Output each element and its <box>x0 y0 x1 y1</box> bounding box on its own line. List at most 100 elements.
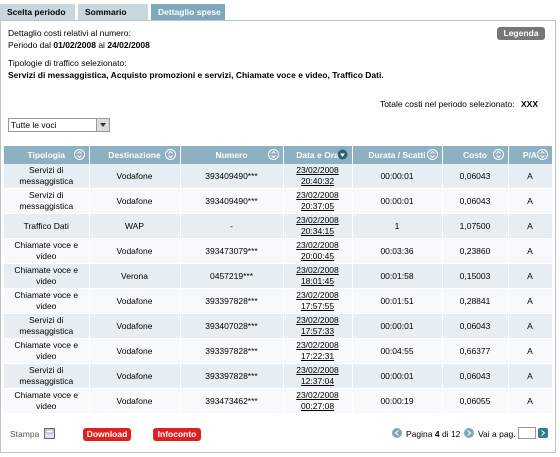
traffic-types: Servizi di messaggistica, Acquisto promo… <box>8 70 384 80</box>
period-to-label: al <box>98 40 105 50</box>
number-label: Dettaglio costi relativi al numero: <box>8 28 131 38</box>
date[interactable]: 23/02/2008 <box>296 165 339 175</box>
date[interactable]: 23/02/2008 <box>296 290 339 300</box>
time[interactable]: 17:57:33 <box>300 326 335 336</box>
number-cell: 393473079*** <box>180 238 284 264</box>
tab[interactable]: Dettaglio spese <box>151 4 225 20</box>
duration-cell: 00:00:01 <box>352 164 443 189</box>
datetime-cell[interactable]: 23/02/2008 17:57:55 <box>283 288 353 314</box>
infoconto-button[interactable]: Infoconto <box>153 428 201 441</box>
pa-cell: A <box>508 188 553 214</box>
next-page[interactable] <box>464 428 474 438</box>
column-header[interactable]: Tipologia <box>4 146 90 164</box>
number-cell: 393409490*** <box>180 164 284 189</box>
cost-cell: 0,06043 <box>442 164 509 189</box>
duration-cell: 00:01:51 <box>352 288 443 314</box>
column-header[interactable]: Numero <box>180 146 284 164</box>
duration-cell: 00:03:36 <box>352 238 443 264</box>
datetime-cell[interactable]: 23/02/2008 17:22:31 <box>283 338 353 364</box>
select-arrow[interactable] <box>96 119 109 131</box>
print-label[interactable]: Stampa <box>10 429 40 439</box>
datetime-cell[interactable]: 23/02/2008 12:37:04 <box>283 363 353 389</box>
number-cell: 393407028*** <box>180 313 284 339</box>
datetime-cell[interactable]: 23/02/2008 20:34:15 <box>283 213 353 239</box>
destination-cell: Vodafone <box>89 388 181 414</box>
date[interactable]: 23/02/2008 <box>296 215 339 225</box>
destination-cell: Vodafone <box>89 313 181 339</box>
datetime-cell[interactable]: 23/02/2008 20:37:05 <box>283 188 353 214</box>
filter-value: Tutte le voci <box>11 120 57 130</box>
column-header[interactable]: P/A <box>508 146 553 164</box>
date[interactable]: 23/02/2008 <box>296 340 339 350</box>
prev-page[interactable] <box>392 428 402 438</box>
column-header[interactable]: Durata / Scatti <box>352 146 443 164</box>
date[interactable]: 23/02/2008 <box>296 265 339 275</box>
download-button[interactable]: Download <box>83 428 131 441</box>
datetime-cell[interactable]: 23/02/2008 18:01:45 <box>283 263 353 289</box>
pa-cell: A <box>508 238 553 264</box>
table-row: Chiamate voce e video Vodafone 393473462**… <box>4 388 553 414</box>
total-label: Totale costi nel periodo selezionato: <box>379 99 515 109</box>
datetime-cell[interactable]: 23/02/2008 17:57:33 <box>283 313 353 339</box>
print-icon[interactable] <box>44 428 55 439</box>
sort-icon[interactable] <box>73 149 85 160</box>
sort-icon[interactable] <box>426 149 438 160</box>
date[interactable]: 23/02/2008 <box>296 390 339 400</box>
goto-input[interactable] <box>518 427 536 439</box>
column-header[interactable]: Costo <box>442 146 509 164</box>
time[interactable]: 17:22:31 <box>300 351 335 361</box>
tab[interactable]: Scelta periodo <box>0 4 75 20</box>
time[interactable]: 00:27:08 <box>300 401 335 411</box>
sort-icon[interactable] <box>492 149 504 160</box>
filter-select[interactable]: Tutte le voci <box>8 118 110 132</box>
number-cell: 393397828*** <box>180 288 284 314</box>
date[interactable]: 23/02/2008 <box>296 240 339 250</box>
type-cell: Chiamate voce e video <box>4 388 90 414</box>
duration-cell: 00:00:01 <box>352 313 443 339</box>
total-line: Totale costi nel periodo selezionato: XX… <box>380 99 538 109</box>
sort-icon[interactable] <box>267 149 279 160</box>
pa-cell: A <box>508 338 553 364</box>
time[interactable]: 18:01:45 <box>300 276 335 286</box>
time[interactable]: 20:00:45 <box>300 251 335 261</box>
pa-cell: A <box>508 213 553 239</box>
table-row: Chiamate voce e video Vodafone 393397828**… <box>4 338 553 364</box>
sort-icon[interactable] <box>337 149 348 160</box>
time[interactable]: 20:40:32 <box>300 176 335 186</box>
goto-button[interactable] <box>538 428 548 438</box>
pa-cell: A <box>508 313 553 339</box>
type-cell: Chiamate voce e video <box>4 338 90 364</box>
sort-icon[interactable] <box>164 149 176 160</box>
table-row: Servizi di messaggistica Vodafone 39340949… <box>4 188 553 214</box>
date[interactable]: 23/02/2008 <box>296 315 339 325</box>
column-title: Costo <box>462 150 488 160</box>
cost-cell: 1,07500 <box>442 213 509 239</box>
time[interactable]: 12:37:04 <box>300 376 335 386</box>
time[interactable]: 20:37:05 <box>300 201 335 211</box>
goto-label: Vai a pag. <box>478 429 516 439</box>
column-header[interactable]: Data e Ora <box>283 146 353 164</box>
column-header[interactable]: Destinazione <box>89 146 181 164</box>
datetime-cell[interactable]: 23/02/2008 20:00:45 <box>283 238 353 264</box>
time[interactable]: 17:57:55 <box>300 301 335 311</box>
cost-table: Tipologia Destinazione Numero Data e Ora Dur… <box>4 146 553 414</box>
legend-button[interactable]: Legenda <box>497 27 545 40</box>
cost-cell: 0,66377 <box>442 338 509 364</box>
date[interactable]: 23/02/2008 <box>296 190 339 200</box>
datetime-cell[interactable]: 23/02/2008 20:40:32 <box>283 164 353 189</box>
cost-cell: 0,06043 <box>442 313 509 339</box>
date[interactable]: 23/02/2008 <box>296 365 339 375</box>
pa-cell: A <box>508 263 553 289</box>
page-total: 12 <box>450 429 461 439</box>
tab[interactable]: Sommario <box>78 4 148 20</box>
sort-icon[interactable] <box>536 149 548 160</box>
destination-cell: WAP <box>89 213 181 239</box>
column-title: Numero <box>215 150 248 160</box>
time[interactable]: 20:34:15 <box>300 226 335 236</box>
table-row: Servizi di messaggistica Vodafone 39339782… <box>4 363 553 389</box>
number-cell: 393397828*** <box>180 363 284 389</box>
datetime-cell[interactable]: 23/02/2008 00:27:08 <box>283 388 353 414</box>
table-row: Servizi di messaggistica Vodafone 39340949… <box>4 164 553 189</box>
pa-cell: A <box>508 363 553 389</box>
